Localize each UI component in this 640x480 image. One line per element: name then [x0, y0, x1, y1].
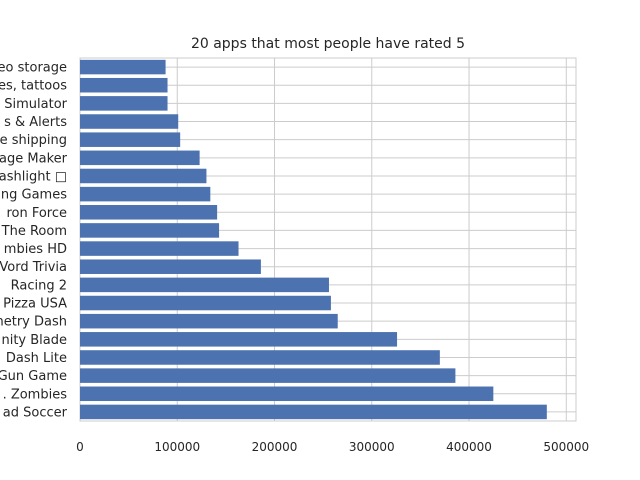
bar — [80, 186, 211, 202]
y-tick-label: netry Dash — [0, 315, 67, 330]
x-tick-labels: 0 100000 200000 300000 400000 500000 — [76, 440, 589, 454]
bar — [80, 295, 331, 311]
bar — [80, 77, 168, 93]
y-tick-labels: ad Soccer . Zombies Gun Game Dash Lite nity … — [0, 61, 68, 421]
x-tick-label: 500000 — [543, 440, 589, 454]
x-tick-label: 100000 — [154, 440, 200, 454]
y-tick-label: Racing 2 — [11, 278, 67, 293]
y-tick-label: mbies HD — [4, 242, 67, 257]
bar — [80, 313, 338, 329]
bar — [80, 277, 329, 293]
bars — [80, 59, 547, 420]
bar — [80, 205, 218, 220]
bar — [80, 59, 166, 75]
bar — [80, 114, 179, 129]
y-tick-label: Pizza USA — [3, 297, 67, 312]
bar — [80, 386, 494, 402]
y-tick-label: ad Soccer — [3, 405, 68, 420]
bar — [80, 350, 440, 365]
y-tick-label: ng Games — [1, 188, 67, 203]
y-tick-label: eo storage — [0, 61, 67, 76]
y-tick-label: . Zombies — [3, 387, 68, 402]
y-tick-label: ashlight □ — [0, 169, 67, 184]
y-tick-label: s & Alerts — [4, 115, 67, 130]
bar — [80, 332, 398, 347]
y-tick-label: ron Force — [6, 206, 67, 221]
x-tick-label: 0 — [76, 440, 84, 454]
y-tick-label: The Room — [1, 224, 67, 239]
bar — [80, 368, 456, 383]
x-tick-label: 300000 — [349, 440, 395, 454]
y-tick-label: e shipping — [0, 133, 67, 148]
bar — [80, 132, 181, 147]
y-tick-label: Gun Game — [0, 369, 67, 384]
bar — [80, 168, 207, 184]
y-tick-label: age Maker — [0, 151, 68, 166]
plot-frame — [79, 57, 577, 422]
bar — [80, 223, 220, 238]
x-tick-label: 200000 — [252, 440, 298, 454]
x-tick-label: 400000 — [446, 440, 492, 454]
bar — [80, 96, 168, 111]
y-tick-label: es, tattoos — [0, 79, 67, 94]
grid-lines — [79, 57, 577, 422]
y-tick-label: Dash Lite — [6, 351, 67, 366]
y-tick-label: Simulator — [4, 97, 67, 112]
bar — [80, 259, 261, 274]
bar — [80, 404, 547, 420]
y-tick-label: Vord Trivia — [0, 260, 67, 275]
bar — [80, 241, 239, 256]
bar — [80, 150, 200, 166]
y-tick-label: nity Blade — [1, 333, 67, 348]
chart-title: 20 apps that most people have rated 5 — [191, 36, 465, 52]
